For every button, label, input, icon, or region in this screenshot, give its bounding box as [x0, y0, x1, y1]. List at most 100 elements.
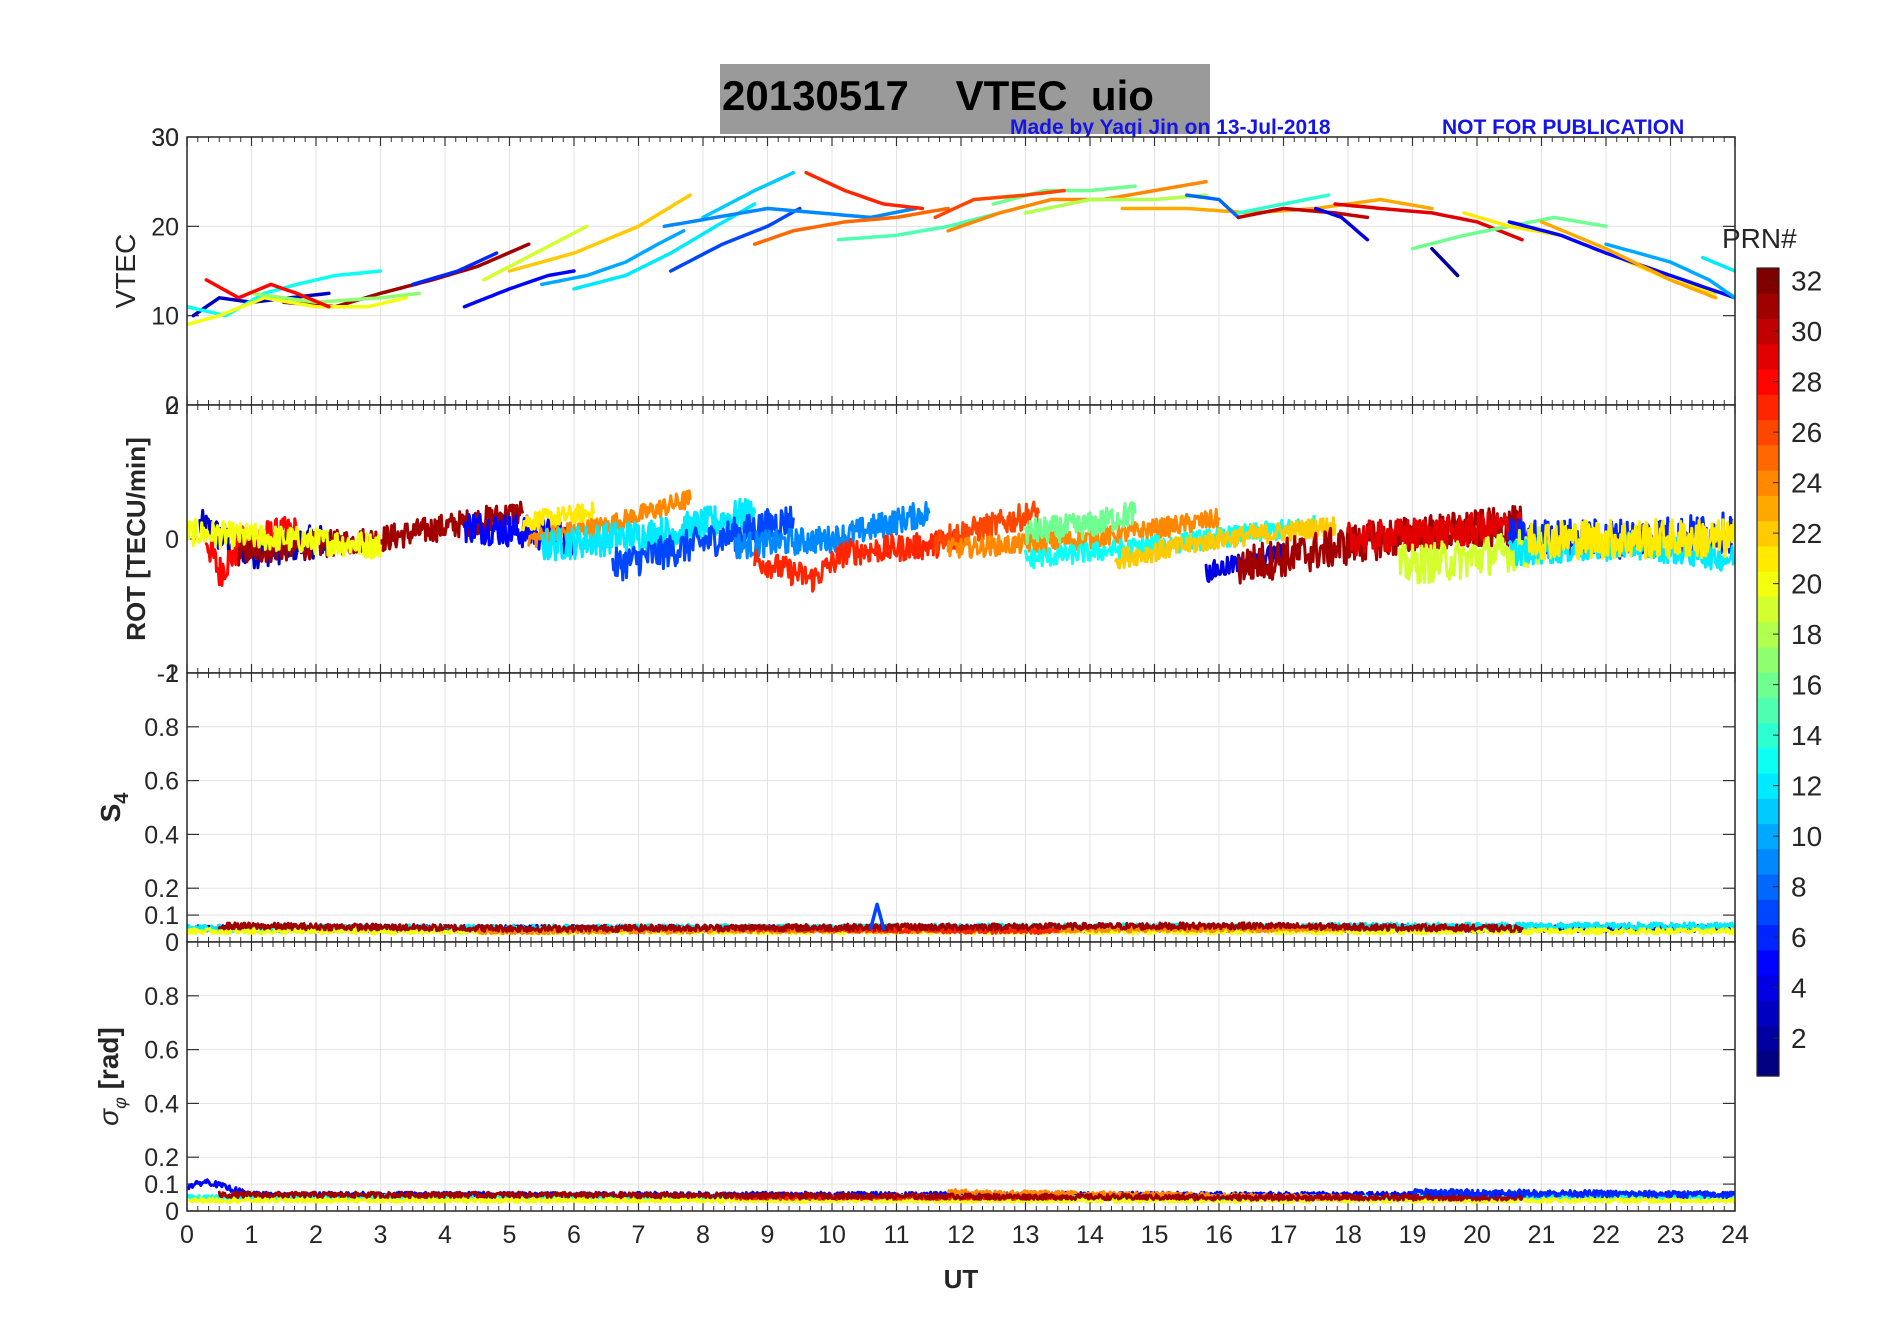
- colorbar-swatch-prn-19: [1757, 596, 1779, 623]
- vtec-series-prn-10: [540, 229, 686, 287]
- x-axis-label: UT: [944, 1264, 979, 1294]
- colorbar-title: PRN#: [1722, 223, 1797, 254]
- x-tick-label: 21: [1528, 1221, 1556, 1249]
- vtec-series-prn-5: [462, 269, 576, 309]
- vtec-series-prn-4: [1314, 206, 1370, 242]
- vtec-series-prn-8: [1185, 193, 1241, 220]
- sigma_phi-ytick-label: 0.6: [144, 1037, 179, 1065]
- x-tick-label: 13: [1012, 1221, 1040, 1249]
- colorbar-tick-label: 18: [1791, 619, 1822, 650]
- colorbar-tick-label: 30: [1791, 316, 1822, 347]
- x-tick-label: 1: [245, 1221, 259, 1249]
- vtec-series-prn-14: [1236, 193, 1331, 215]
- vtec-series-prn-29: [1333, 202, 1524, 242]
- vtec-series-prn-20: [187, 296, 409, 327]
- colorbar-swatch-prn-8: [1757, 874, 1779, 900]
- x-tick-label: 22: [1592, 1221, 1620, 1249]
- s4-ytick-label: 0.2: [144, 875, 179, 903]
- colorbar-swatch-prn-21: [1757, 545, 1779, 572]
- sigma_phi-series-prn-20: [187, 1196, 1735, 1204]
- colorbar-swatch-prn-10: [1757, 823, 1779, 850]
- colorbar-tick-label: 8: [1791, 872, 1807, 903]
- colorbar-tick-label: 16: [1791, 670, 1822, 701]
- vtec-series-prn-12: [572, 202, 757, 291]
- colorbar-swatch-prn-24: [1757, 470, 1779, 496]
- colorbar-swatch-prn-9: [1757, 848, 1779, 875]
- rot-series-group: [187, 489, 1735, 593]
- publication-note: NOT FOR PUBLICATION: [1442, 116, 1685, 139]
- sigma_phi-ytick-label: 0.8: [144, 983, 179, 1011]
- colorbar-swatch-prn-22: [1757, 520, 1779, 547]
- sigma_phi-series-prn-6: [1411, 1187, 1735, 1200]
- sigma-ylabel-units: [rad]: [93, 1027, 124, 1097]
- vtec-ytick-label: 20: [151, 213, 179, 241]
- vtec-series-group: [187, 170, 1735, 327]
- vtec-series-prn-25: [752, 206, 950, 246]
- colorbar-swatch-prn-15: [1757, 697, 1779, 724]
- vtec-series-prn-11: [701, 170, 796, 220]
- rot-series-prn-21: [1527, 518, 1735, 561]
- colorbar-swatch-prn-12: [1757, 773, 1779, 799]
- title-station: uio: [1090, 72, 1154, 119]
- colorbar-swatch-prn-25: [1757, 444, 1779, 471]
- figure-title: 20130517 VTEC uio: [722, 72, 1154, 120]
- x-tick-label: 6: [567, 1221, 581, 1249]
- vtec-series-prn-18: [1023, 193, 1208, 215]
- colorbar-swatch-prn-17: [1757, 646, 1779, 673]
- rot-series-prn-16: [1024, 501, 1137, 546]
- rot-series-prn-27: [753, 528, 963, 593]
- colorbar-tick-label: 26: [1791, 417, 1822, 448]
- sigma_phi-frame: [186, 941, 1736, 1212]
- x-tick-label: 7: [632, 1221, 646, 1249]
- vtec-series-prn-30: [1236, 206, 1370, 220]
- vtec-series-prn-23: [1539, 220, 1718, 300]
- sigma-ylabel-base: σ: [93, 1108, 124, 1126]
- x-tick-label: 3: [374, 1221, 388, 1249]
- colorbar-swatch-prn-20: [1757, 571, 1779, 597]
- sigma_phi-series-prn-31: [217, 1190, 1524, 1202]
- x-tick-label: 20: [1463, 1221, 1491, 1249]
- vtec-ylabel: VTEC: [110, 234, 141, 309]
- title-quantity: VTEC: [955, 72, 1068, 119]
- x-tick-label: 15: [1141, 1221, 1169, 1249]
- vtec-series-prn-22: [507, 193, 692, 273]
- rot-series-prn-31: [1236, 505, 1524, 585]
- colorbar-tick-label: 22: [1791, 518, 1822, 549]
- colorbar-swatch-prn-27: [1757, 394, 1779, 421]
- s4-ytick-label: 0.8: [144, 714, 179, 742]
- colorbar-tick-label: 14: [1791, 720, 1822, 751]
- s4-ytick-label: 0.4: [144, 821, 179, 849]
- rot-ytop-label: 2: [165, 392, 179, 420]
- x-tick-label: 2: [309, 1221, 323, 1249]
- colorbar-tick-label: 12: [1791, 771, 1822, 802]
- sigma-ylabel-subscript: φ: [110, 1097, 130, 1109]
- s4-ytop-label: 1: [165, 660, 179, 688]
- colorbar-swatch-prn-29: [1757, 343, 1779, 370]
- vtec-ytick-label: 10: [151, 303, 179, 331]
- rot-series-prn-22: [1114, 516, 1337, 570]
- colorbar-tick-label: 6: [1791, 922, 1807, 953]
- rot-series-prn-9: [733, 501, 931, 560]
- vtec-series-prn-17: [249, 291, 421, 305]
- vtec-series-prn-28: [204, 278, 331, 309]
- rot-series-prn-20: [187, 518, 382, 560]
- colorbar-swatch-prn-28: [1757, 369, 1779, 395]
- colorbar-swatch-prn-1: [1757, 1050, 1779, 1077]
- colorbar-swatch-prn-7: [1757, 899, 1779, 926]
- vtec-series-prn-9: [662, 206, 918, 229]
- vtec-ytop-label: 30: [151, 124, 179, 152]
- vtec-series-prn-19: [481, 224, 589, 282]
- colorbar-frame: [1756, 267, 1780, 1077]
- sigma-ylabel: σφ [rad]: [93, 1027, 130, 1126]
- colorbar-swatch-prn-18: [1757, 621, 1779, 648]
- sigma_phi-ytick-label: 0.4: [144, 1090, 179, 1118]
- vtec-ybottom-label: 0: [165, 392, 179, 420]
- rot-ytick-label: 0: [165, 526, 179, 554]
- rot-series-prn-21: [520, 501, 595, 532]
- x-tick-label: 17: [1270, 1221, 1298, 1249]
- colorbar-swatch-prn-3: [1757, 1000, 1779, 1027]
- rot-ybottom-label: -2: [157, 660, 179, 688]
